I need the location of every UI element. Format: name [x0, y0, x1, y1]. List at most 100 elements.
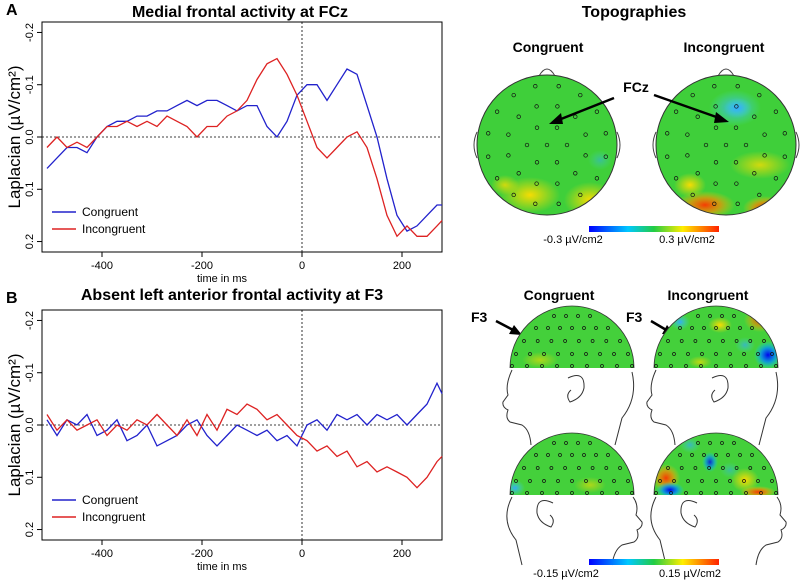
electrode-dot: [525, 491, 529, 495]
side-map-1: [509, 305, 635, 369]
electrode-dot: [577, 466, 581, 470]
electrode-dot: [699, 364, 703, 368]
electrode-dot: [700, 352, 704, 356]
electrode-dot: [564, 314, 568, 318]
y-tick-label: -0.2: [24, 311, 36, 330]
y-axis-label: Laplacian (µV/cm²): [5, 353, 24, 496]
electrodes-top-incongruent: [665, 84, 787, 206]
electrode-dot: [720, 314, 724, 318]
electrode-dot: [732, 314, 736, 318]
electrode-dot: [600, 364, 604, 368]
x-tick-label: -200: [191, 548, 213, 560]
electrode-dot: [693, 466, 698, 470]
electrode-dot: [748, 466, 753, 470]
electrode-dot: [626, 352, 630, 356]
face-profile-1: [502, 369, 532, 446]
topo-bottom-label-incongruent: Incongruent: [668, 287, 749, 303]
x-tick-label: 0: [299, 260, 305, 272]
x-tick-label: 200: [393, 548, 411, 560]
topo-top-label-congruent: Congruent: [513, 39, 584, 55]
ear-profile-4: [680, 500, 698, 528]
electrode-dot: [603, 154, 608, 159]
electrode-dot: [714, 479, 718, 483]
electrode-dot: [696, 441, 700, 445]
electrode-dot: [712, 201, 717, 206]
electrode-dot: [666, 339, 670, 343]
panel-b-letter: B: [6, 290, 18, 307]
electrode-dot: [658, 479, 662, 483]
x-axis-label: time in ms: [197, 273, 248, 285]
electrode-dot: [554, 160, 560, 165]
electrode-dot: [542, 352, 546, 356]
ear-profile-3: [536, 500, 554, 528]
electrode-dot: [556, 479, 560, 483]
electrode-dot: [707, 339, 711, 343]
electrode-dot: [555, 104, 560, 109]
face-profile-2: [646, 369, 676, 446]
electrode-dot: [563, 466, 567, 470]
electrode-dot: [729, 364, 733, 368]
electrode-dot: [534, 181, 539, 186]
electrode-dot: [556, 84, 561, 89]
electrode-dot: [588, 314, 592, 318]
electrode-dot: [700, 479, 704, 483]
electrode-dot: [696, 314, 700, 318]
electrode-dot: [679, 466, 684, 470]
electrode-dot: [558, 453, 562, 457]
electrode-dot: [672, 479, 676, 483]
x-tick-label: 0: [299, 548, 305, 560]
electrode-dot: [665, 131, 670, 136]
electrode-dot: [528, 479, 532, 483]
electrode-dot: [525, 364, 529, 368]
ear-outline-right: [616, 131, 621, 159]
electrode-dot: [742, 479, 746, 483]
electrode-dot: [494, 109, 500, 114]
electrode-dot: [713, 104, 718, 109]
electrode-dot: [534, 104, 539, 109]
electrode-dot: [714, 453, 718, 457]
electrode-dot: [522, 339, 526, 343]
electrode-dot: [604, 466, 609, 470]
electrode-dot: [534, 326, 538, 330]
electrode-dot: [684, 491, 688, 495]
electrode-dot: [486, 131, 491, 136]
electrode-dot: [669, 364, 673, 368]
electrode-dot: [721, 466, 725, 470]
electrode-dot: [714, 491, 718, 495]
y-tick-label: 0.2: [24, 234, 36, 249]
electrode-dot: [732, 441, 736, 445]
electrode-dot: [558, 326, 562, 330]
electrode-dot: [506, 153, 511, 158]
electrode-dot: [582, 453, 586, 457]
electrode-dot: [734, 339, 739, 343]
y-tick-label: -0.1: [24, 363, 36, 382]
electrode-dot: [742, 352, 746, 356]
electrode-dot: [762, 153, 767, 158]
electrode-dot: [665, 154, 670, 159]
electrode-dot: [708, 314, 712, 318]
electrode-dot: [540, 364, 544, 368]
electrode-dot: [728, 352, 732, 356]
electrode-dot: [734, 181, 739, 186]
colorbar-bottom: [589, 559, 719, 565]
side-map-3: [509, 432, 635, 496]
electrode-dot: [573, 171, 578, 176]
electrode-dot: [750, 453, 754, 457]
electrode-dot: [678, 326, 682, 330]
electrode-dot: [533, 84, 538, 89]
electrode-dot: [540, 491, 544, 495]
electrode-dot: [578, 192, 583, 198]
electrode-dot: [750, 326, 754, 330]
electrode-dot: [752, 114, 757, 119]
electrode-dot: [723, 142, 729, 148]
electrode-dot: [612, 479, 616, 483]
electrode-dot: [534, 125, 540, 130]
electrode-dot: [695, 114, 700, 119]
electrode-dot: [738, 453, 742, 457]
electrode-dot: [756, 479, 760, 483]
electrode-dot: [690, 326, 694, 330]
electrode-dot: [708, 441, 712, 445]
electrode-dot: [554, 125, 560, 130]
electrode-dot: [618, 466, 622, 470]
electrode-dot: [615, 491, 619, 495]
